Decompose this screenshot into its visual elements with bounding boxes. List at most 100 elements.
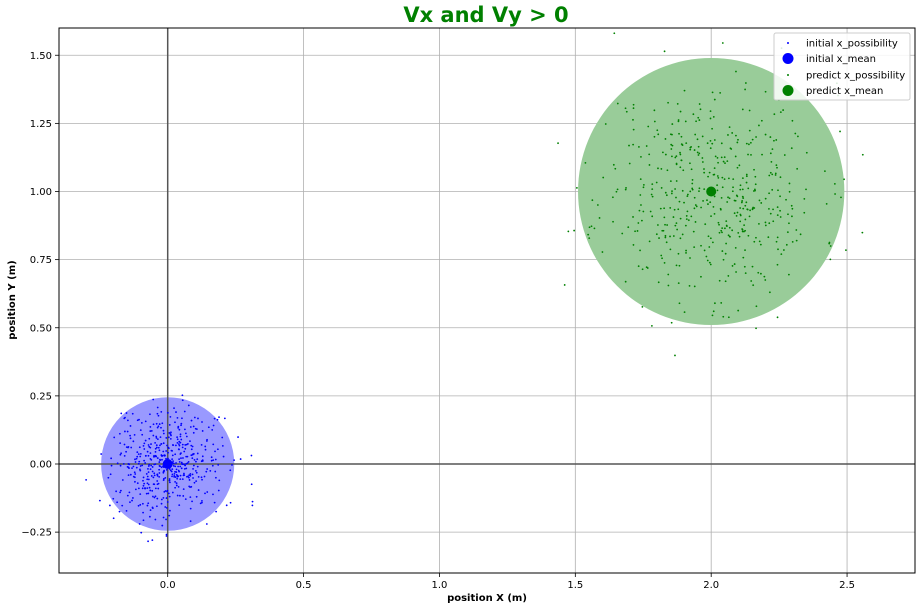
scatter-point bbox=[189, 473, 192, 475]
scatter-point bbox=[707, 175, 709, 178]
scatter-point bbox=[741, 200, 744, 202]
scatter-point bbox=[735, 70, 737, 73]
scatter-point bbox=[162, 477, 165, 480]
scatter-point bbox=[669, 207, 672, 209]
scatter-point bbox=[791, 119, 794, 122]
scatter-point bbox=[201, 455, 204, 458]
scatter-point bbox=[712, 205, 715, 208]
scatter-point bbox=[162, 516, 165, 519]
scatter-point bbox=[698, 103, 701, 105]
scatter-point bbox=[195, 495, 198, 498]
scatter-point bbox=[825, 202, 828, 205]
scatter-point bbox=[674, 354, 676, 357]
scatter-point bbox=[774, 174, 777, 176]
scatter-point bbox=[153, 463, 156, 466]
scatter-point bbox=[162, 429, 165, 432]
scatter-point bbox=[160, 410, 163, 413]
scatter-point bbox=[147, 478, 150, 481]
scatter-point bbox=[168, 514, 171, 517]
scatter-point bbox=[634, 230, 636, 233]
scatter-point bbox=[156, 457, 159, 459]
scatter-point bbox=[143, 448, 146, 450]
scatter-point bbox=[193, 459, 196, 461]
scatter-point bbox=[153, 474, 156, 477]
scatter-point bbox=[201, 478, 203, 481]
scatter-point bbox=[764, 90, 767, 93]
scatter-point bbox=[212, 493, 214, 496]
scatter-point bbox=[164, 476, 167, 479]
scatter-point bbox=[709, 201, 712, 204]
scatter-point bbox=[180, 452, 182, 455]
scatter-point bbox=[165, 450, 168, 452]
scatter-point bbox=[718, 279, 721, 282]
scatter-point bbox=[183, 474, 186, 477]
scatter-point bbox=[708, 171, 711, 174]
scatter-point bbox=[196, 452, 199, 455]
scatter-point bbox=[147, 454, 150, 457]
scatter-point bbox=[689, 146, 692, 149]
scatter-point bbox=[759, 243, 762, 246]
scatter-point bbox=[744, 88, 747, 91]
scatter-point bbox=[684, 224, 687, 227]
scatter-point bbox=[682, 169, 685, 172]
scatter-point bbox=[143, 482, 146, 485]
scatter-point bbox=[745, 181, 748, 184]
scatter-point bbox=[725, 242, 728, 245]
scatter-point bbox=[152, 398, 155, 401]
scatter-point bbox=[735, 134, 737, 137]
scatter-point bbox=[161, 458, 163, 461]
scatter-point bbox=[146, 504, 149, 507]
scatter-point bbox=[744, 82, 747, 84]
scatter-point bbox=[173, 407, 175, 410]
scatter-point bbox=[685, 249, 687, 252]
scatter-point bbox=[717, 176, 720, 179]
scatter-point bbox=[695, 120, 697, 123]
scatter-point bbox=[151, 470, 154, 473]
scatter-point bbox=[692, 230, 695, 233]
scatter-point bbox=[146, 450, 149, 453]
scatter-point bbox=[726, 201, 729, 203]
scatter-point bbox=[214, 458, 217, 461]
reference-lines bbox=[59, 28, 915, 573]
scatter-point bbox=[727, 275, 730, 277]
scatter-point bbox=[217, 489, 220, 492]
scatter-point bbox=[159, 444, 161, 447]
scatter-point bbox=[676, 228, 679, 231]
scatter-point bbox=[171, 458, 174, 461]
scatter-point bbox=[119, 464, 122, 467]
scatter-point bbox=[156, 473, 159, 476]
scatter-point bbox=[724, 280, 727, 283]
scatter-point bbox=[645, 266, 648, 269]
y-axis-label: position Y (m) bbox=[7, 260, 18, 339]
scatter-point bbox=[679, 151, 681, 154]
scatter-point bbox=[151, 539, 154, 542]
scatter-point bbox=[214, 470, 217, 473]
scatter-point bbox=[181, 417, 183, 420]
scatter-point bbox=[772, 220, 775, 223]
scatter-point bbox=[113, 436, 116, 439]
scatter-point bbox=[689, 190, 692, 193]
scatter-point bbox=[119, 453, 122, 456]
scatter-point bbox=[163, 470, 165, 473]
scatter-point bbox=[791, 240, 794, 243]
scatter-point bbox=[743, 230, 745, 233]
scatter-point bbox=[773, 113, 776, 116]
scatter-point bbox=[127, 474, 130, 477]
scatter-point bbox=[645, 145, 648, 147]
scatter-point bbox=[139, 429, 142, 432]
y-tick-label: 1.50 bbox=[30, 51, 52, 62]
scatter-point bbox=[655, 181, 658, 184]
scatter-point bbox=[167, 436, 170, 439]
scatter-point bbox=[190, 419, 193, 422]
scatter-point bbox=[149, 457, 152, 460]
scatter-point bbox=[154, 495, 157, 498]
scatter-point bbox=[591, 199, 594, 202]
scatter-point bbox=[181, 463, 183, 465]
scatter-point bbox=[779, 176, 782, 179]
scatter-point bbox=[177, 426, 180, 429]
scatter-point bbox=[196, 458, 199, 461]
scatter-point bbox=[156, 483, 159, 486]
scatter-point bbox=[171, 449, 174, 452]
scatter-point bbox=[135, 466, 138, 469]
